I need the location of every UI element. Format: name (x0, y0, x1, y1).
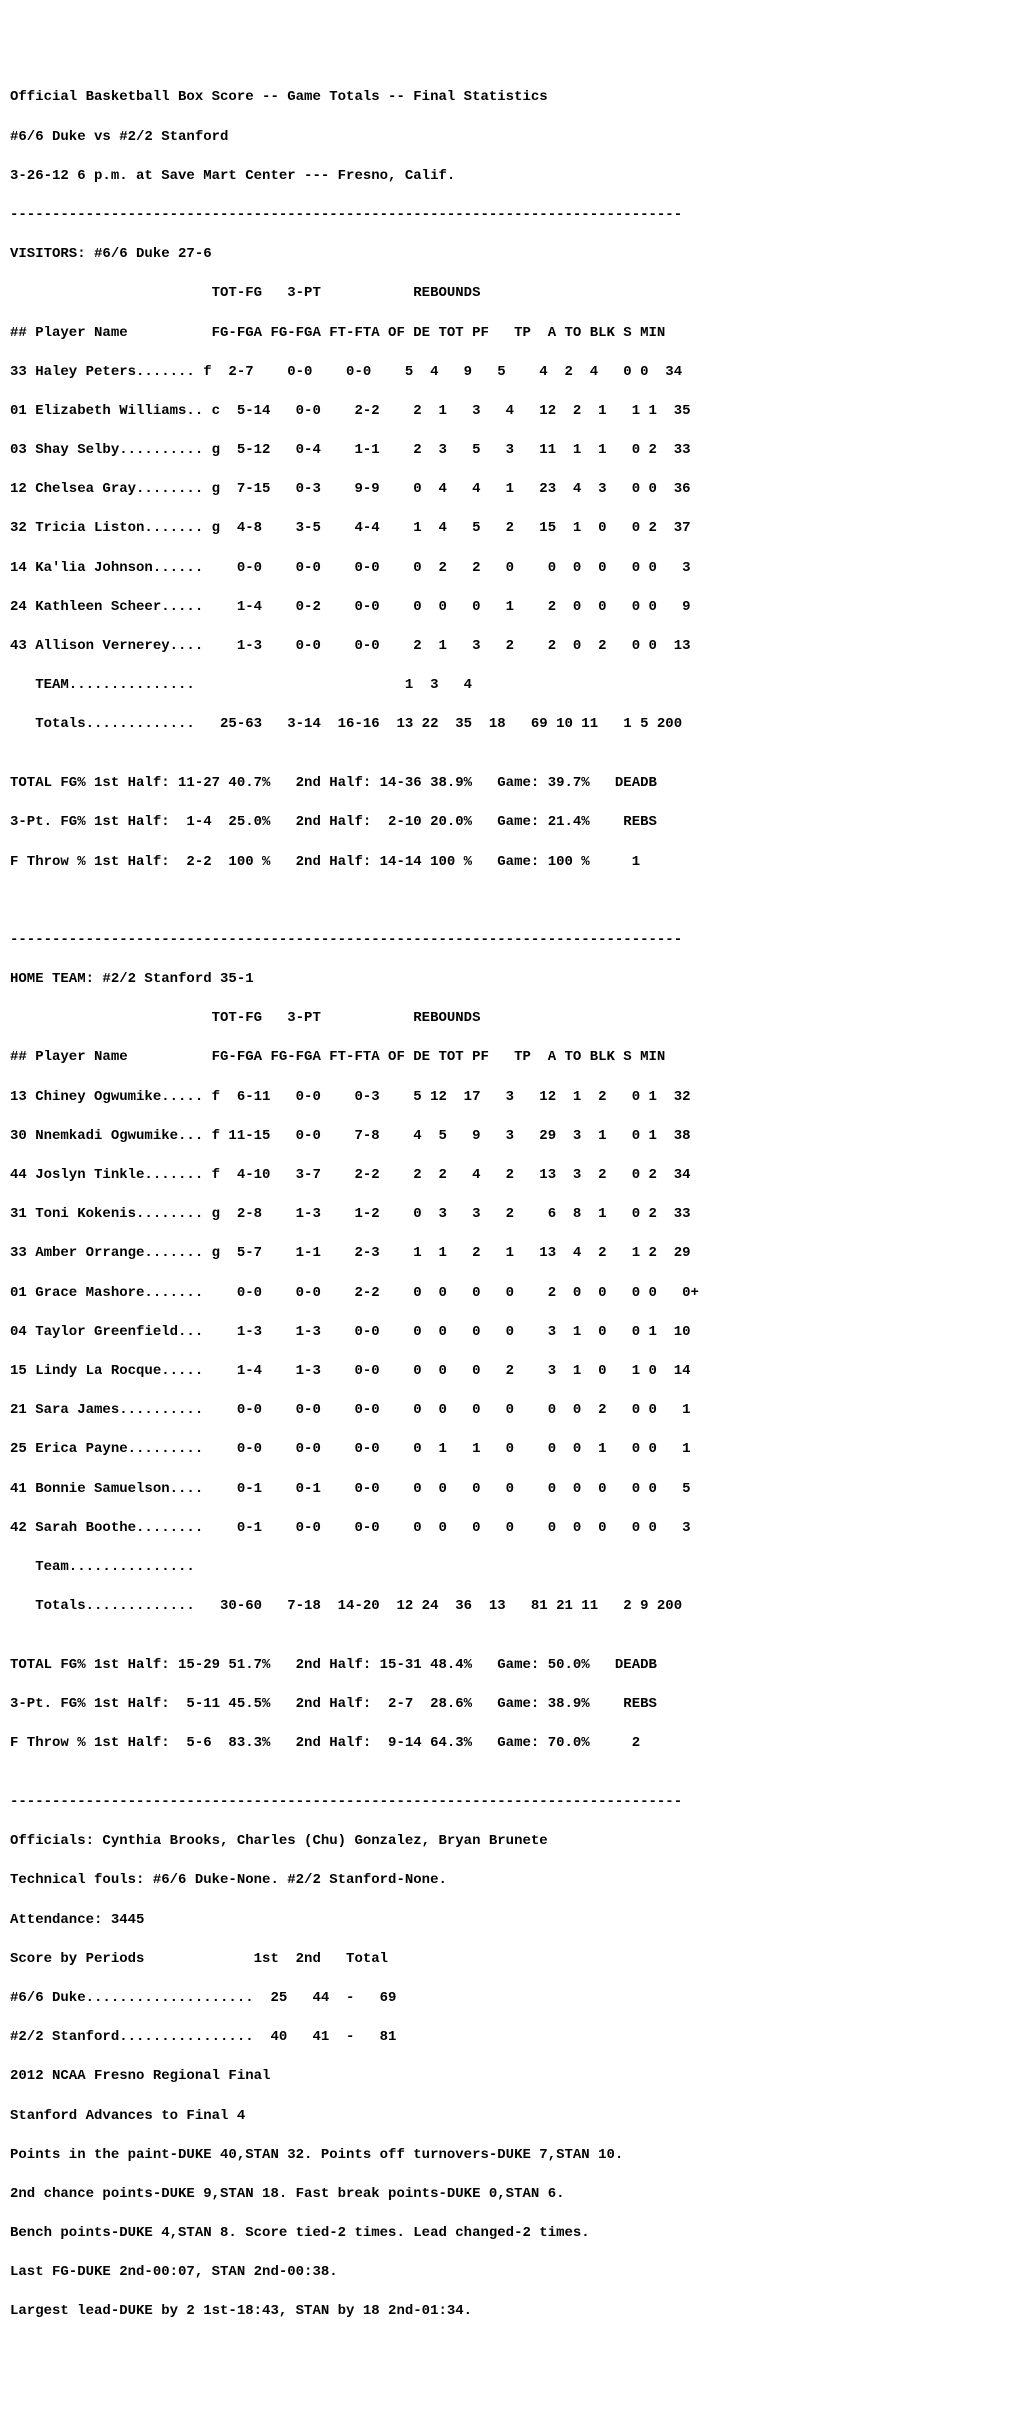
title: Official Basketball Box Score -- Game To… (10, 89, 548, 105)
home-summary: 3-Pt. FG% 1st Half: 5-11 45.5% 2nd Half:… (10, 1696, 657, 1712)
table-row: 01 Grace Mashore....... 0-0 0-0 2-2 0 0 … (10, 1285, 699, 1301)
table-row: 31 Toni Kokenis........ g 2-8 1-3 1-2 0 … (10, 1206, 691, 1222)
hr: ----------------------------------------… (10, 207, 682, 223)
attendance: Attendance: 3445 (10, 1912, 144, 1928)
note: 2nd chance points-DUKE 9,STAN 18. Fast b… (10, 2186, 565, 2202)
table-row: 33 Haley Peters....... f 2-7 0-0 0-0 5 4… (10, 364, 682, 380)
table-row: 24 Kathleen Scheer..... 1-4 0-2 0-0 0 0 … (10, 599, 691, 615)
table-row: 33 Amber Orrange....... g 5-7 1-1 2-3 1 … (10, 1245, 691, 1261)
technicals: Technical fouls: #6/6 Duke-None. #2/2 St… (10, 1872, 447, 1888)
score-away: #6/6 Duke.................... 25 44 - 69 (10, 1990, 396, 2006)
table-row: Totals............. 25-63 3-14 16-16 13 … (10, 716, 682, 732)
note: Bench points-DUKE 4,STAN 8. Score tied-2… (10, 2225, 590, 2241)
table-row: 41 Bonnie Samuelson.... 0-1 0-1 0-0 0 0 … (10, 1481, 691, 1497)
table-row: 44 Joslyn Tinkle....... f 4-10 3-7 2-2 2… (10, 1167, 691, 1183)
visitors-summary: F Throw % 1st Half: 2-2 100 % 2nd Half: … (10, 854, 640, 870)
table-row: 13 Chiney Ogwumike..... f 6-11 0-0 0-3 5… (10, 1089, 691, 1105)
home-header: HOME TEAM: #2/2 Stanford 35-1 (10, 971, 254, 987)
table-row: Team............... (10, 1559, 195, 1575)
matchup: #6/6 Duke vs #2/2 Stanford (10, 129, 228, 145)
note: Points in the paint-DUKE 40,STAN 32. Poi… (10, 2147, 623, 2163)
home-col-group: TOT-FG 3-PT REBOUNDS (10, 1010, 480, 1026)
table-row: 03 Shay Selby.......... g 5-12 0-4 1-1 2… (10, 442, 691, 458)
visitors-summary: TOTAL FG% 1st Half: 11-27 40.7% 2nd Half… (10, 775, 657, 791)
hr: ----------------------------------------… (10, 932, 682, 948)
home-col-hdr: ## Player Name FG-FGA FG-FGA FT-FTA OF D… (10, 1049, 665, 1065)
visitors-header: VISITORS: #6/6 Duke 27-6 (10, 246, 212, 262)
home-summary: F Throw % 1st Half: 5-6 83.3% 2nd Half: … (10, 1735, 640, 1751)
table-row: 14 Ka'lia Johnson...... 0-0 0-0 0-0 0 2 … (10, 560, 691, 576)
result: Stanford Advances to Final 4 (10, 2108, 245, 2124)
table-row: 21 Sara James.......... 0-0 0-0 0-0 0 0 … (10, 1402, 691, 1418)
home-summary: TOTAL FG% 1st Half: 15-29 51.7% 2nd Half… (10, 1657, 657, 1673)
note: Largest lead-DUKE by 2 1st-18:43, STAN b… (10, 2303, 472, 2319)
table-row: 30 Nnemkadi Ogwumike... f 11-15 0-0 7-8 … (10, 1128, 691, 1144)
visitors-col-group: TOT-FG 3-PT REBOUNDS (10, 285, 480, 301)
score-header: Score by Periods 1st 2nd Total (10, 1951, 388, 1967)
table-row: 25 Erica Payne......... 0-0 0-0 0-0 0 1 … (10, 1441, 691, 1457)
note: Last FG-DUKE 2nd-00:07, STAN 2nd-00:38. (10, 2264, 338, 2280)
officials: Officials: Cynthia Brooks, Charles (Chu)… (10, 1833, 548, 1849)
table-row: 01 Elizabeth Williams.. c 5-14 0-0 2-2 2… (10, 403, 691, 419)
event: 2012 NCAA Fresno Regional Final (10, 2068, 270, 2084)
table-row: 04 Taylor Greenfield... 1-3 1-3 0-0 0 0 … (10, 1324, 691, 1340)
table-row: Totals............. 30-60 7-18 14-20 12 … (10, 1598, 682, 1614)
table-row: 12 Chelsea Gray........ g 7-15 0-3 9-9 0… (10, 481, 691, 497)
table-row: TEAM............... 1 3 4 (10, 677, 472, 693)
dateline: 3-26-12 6 p.m. at Save Mart Center --- F… (10, 168, 455, 184)
table-row: 15 Lindy La Rocque..... 1-4 1-3 0-0 0 0 … (10, 1363, 691, 1379)
table-row: 43 Allison Vernerey.... 1-3 0-0 0-0 2 1 … (10, 638, 691, 654)
table-row: 32 Tricia Liston....... g 4-8 3-5 4-4 1 … (10, 520, 691, 536)
score-home: #2/2 Stanford................ 40 41 - 81 (10, 2029, 396, 2045)
visitors-summary: 3-Pt. FG% 1st Half: 1-4 25.0% 2nd Half: … (10, 814, 657, 830)
table-row: 42 Sarah Boothe........ 0-1 0-0 0-0 0 0 … (10, 1520, 691, 1536)
hr: ----------------------------------------… (10, 1794, 682, 1810)
visitors-col-hdr: ## Player Name FG-FGA FG-FGA FT-FTA OF D… (10, 325, 665, 341)
